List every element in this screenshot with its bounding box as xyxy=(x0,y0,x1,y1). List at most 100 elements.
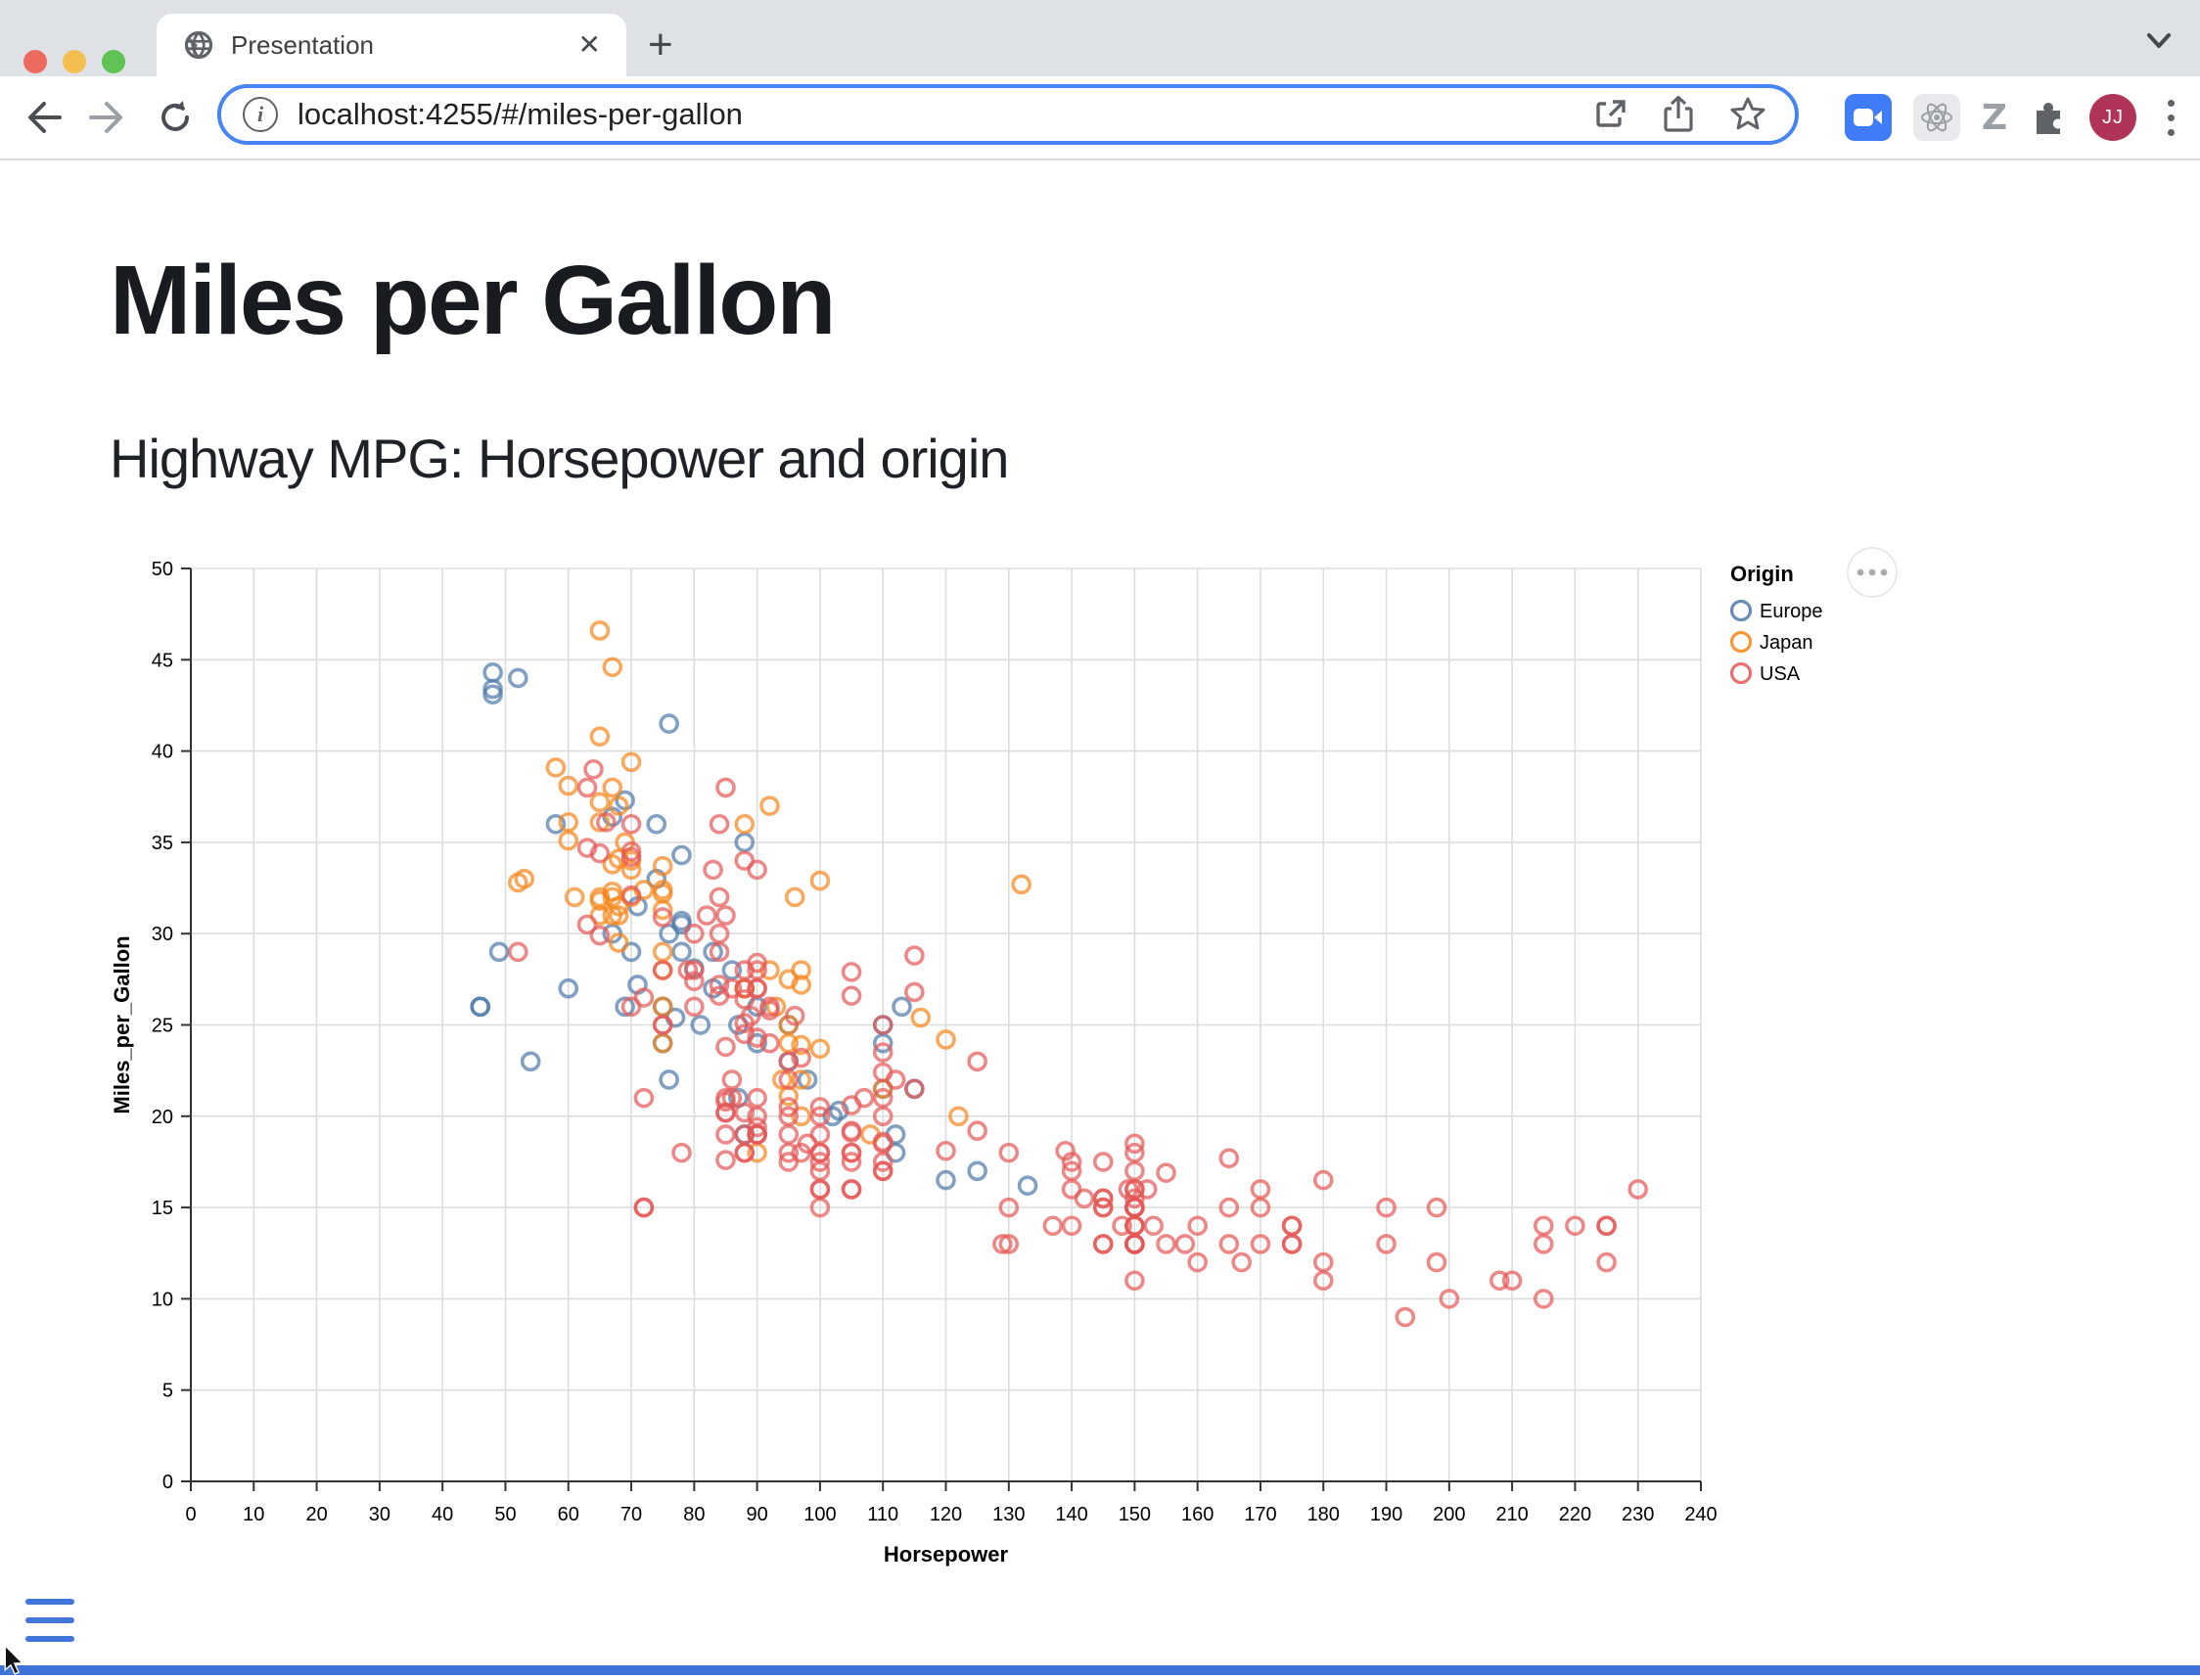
data-point-japan xyxy=(508,872,528,893)
browser-tab[interactable]: Presentation ✕ xyxy=(157,14,626,76)
data-point-usa xyxy=(1143,1215,1164,1237)
data-point-usa xyxy=(1395,1306,1416,1328)
data-point-usa xyxy=(1061,1215,1082,1237)
legend-label-usa[interactable]: USA xyxy=(1760,663,1801,685)
url-bar[interactable]: i localhost:4255/#/miles-per-gallon xyxy=(217,84,1799,145)
back-button[interactable] xyxy=(12,76,72,159)
zoom-extension-icon[interactable] xyxy=(1844,94,1892,141)
data-point-usa xyxy=(1627,1179,1649,1200)
data-point-usa xyxy=(1042,1215,1064,1237)
legend-label-europe[interactable]: Europe xyxy=(1760,601,1823,622)
data-point-europe xyxy=(690,1015,711,1035)
x-tick-label: 0 xyxy=(185,1504,196,1525)
avatar[interactable]: JJ xyxy=(2089,94,2136,141)
data-point-usa xyxy=(936,1140,956,1161)
data-point-usa xyxy=(809,1097,831,1117)
data-point-usa xyxy=(652,960,673,980)
page-title: Miles per Gallon xyxy=(110,246,836,355)
data-point-usa xyxy=(778,1051,800,1072)
data-point-japan xyxy=(602,777,623,798)
data-point-usa xyxy=(715,1091,736,1112)
data-point-usa xyxy=(715,777,736,798)
data-point-usa xyxy=(633,987,655,1008)
legend-label-japan[interactable]: Japan xyxy=(1760,632,1813,654)
page-subtitle: Highway MPG: Horsepower and origin xyxy=(110,428,1009,489)
data-point-japan xyxy=(778,969,800,990)
data-point-usa xyxy=(904,981,925,1003)
data-point-usa xyxy=(1092,1234,1114,1254)
data-point-japan xyxy=(652,880,673,900)
data-point-usa xyxy=(1426,1197,1447,1218)
data-point-usa xyxy=(1092,1152,1114,1172)
data-point-usa xyxy=(904,1078,925,1100)
data-point-usa xyxy=(778,1097,800,1117)
data-point-usa xyxy=(1376,1197,1397,1218)
data-point-usa xyxy=(684,960,705,980)
data-point-usa xyxy=(778,1142,800,1163)
y-tick-label: 15 xyxy=(152,1198,173,1219)
data-point-usa xyxy=(885,1069,906,1090)
data-point-usa xyxy=(967,1051,987,1072)
tab-title: Presentation xyxy=(231,29,374,60)
globe-icon xyxy=(184,30,213,60)
data-point-usa xyxy=(759,1032,780,1054)
data-point-usa xyxy=(1250,1234,1271,1254)
react-extension-icon[interactable] xyxy=(1912,94,1960,141)
bookmark-star-icon[interactable] xyxy=(1728,95,1767,134)
data-point-usa xyxy=(1439,1289,1460,1309)
data-point-japan xyxy=(620,751,642,773)
data-point-usa xyxy=(841,1152,862,1172)
window-close-button[interactable] xyxy=(23,50,47,73)
data-point-japan xyxy=(602,886,623,908)
data-point-europe xyxy=(482,662,503,683)
share-icon[interactable] xyxy=(1662,95,1695,134)
open-in-new-icon[interactable] xyxy=(1593,97,1628,132)
browser-menu-icon[interactable] xyxy=(2158,99,2184,136)
window-minimize-button[interactable] xyxy=(63,50,86,73)
data-point-usa xyxy=(576,777,598,798)
data-point-japan xyxy=(608,795,629,816)
data-point-usa xyxy=(872,1015,894,1035)
chevron-down-icon[interactable] xyxy=(2141,29,2177,53)
data-point-usa xyxy=(841,962,862,982)
data-point-usa xyxy=(1501,1270,1523,1292)
url-text[interactable]: localhost:4255/#/miles-per-gallon xyxy=(298,97,743,131)
legend-symbol-usa[interactable] xyxy=(1729,661,1753,685)
data-point-europe xyxy=(659,1069,679,1090)
new-tab-button[interactable]: + xyxy=(648,21,673,68)
data-point-usa xyxy=(778,1152,800,1172)
data-point-usa xyxy=(696,905,717,926)
legend-title: Origin xyxy=(1730,562,1794,586)
data-point-usa xyxy=(1533,1215,1554,1237)
data-point-europe xyxy=(797,1069,818,1090)
forward-button[interactable] xyxy=(78,76,139,159)
window-zoom-button[interactable] xyxy=(102,50,125,73)
data-point-usa xyxy=(709,975,730,995)
site-info-icon[interactable]: i xyxy=(243,97,278,132)
data-point-usa xyxy=(992,1234,1013,1254)
data-point-japan xyxy=(558,830,579,851)
legend-symbol-japan[interactable] xyxy=(1729,630,1753,654)
y-tick-label: 10 xyxy=(152,1289,173,1310)
slide-menu-icon[interactable] xyxy=(25,1599,74,1655)
data-point-usa xyxy=(747,1124,767,1145)
x-tick-label: 140 xyxy=(1055,1504,1087,1525)
data-point-usa xyxy=(872,1160,894,1182)
data-point-usa xyxy=(734,850,756,871)
data-point-usa xyxy=(841,1095,862,1115)
data-point-usa xyxy=(841,985,862,1006)
data-point-japan xyxy=(734,813,756,835)
tab-close-icon[interactable]: ✕ xyxy=(577,29,601,60)
data-point-usa xyxy=(998,1197,1020,1218)
reload-button[interactable] xyxy=(145,76,206,159)
z-extension-icon[interactable]: Z xyxy=(1981,97,2007,138)
data-point-europe xyxy=(892,996,912,1018)
x-tick-label: 10 xyxy=(243,1504,264,1525)
data-point-usa xyxy=(809,1179,831,1200)
data-point-europe xyxy=(520,1051,541,1072)
legend-symbol-europe[interactable] xyxy=(1729,599,1753,622)
x-tick-label: 20 xyxy=(305,1504,327,1525)
data-point-usa xyxy=(1218,1148,1240,1169)
puzzle-extension-icon[interactable] xyxy=(2029,98,2068,137)
